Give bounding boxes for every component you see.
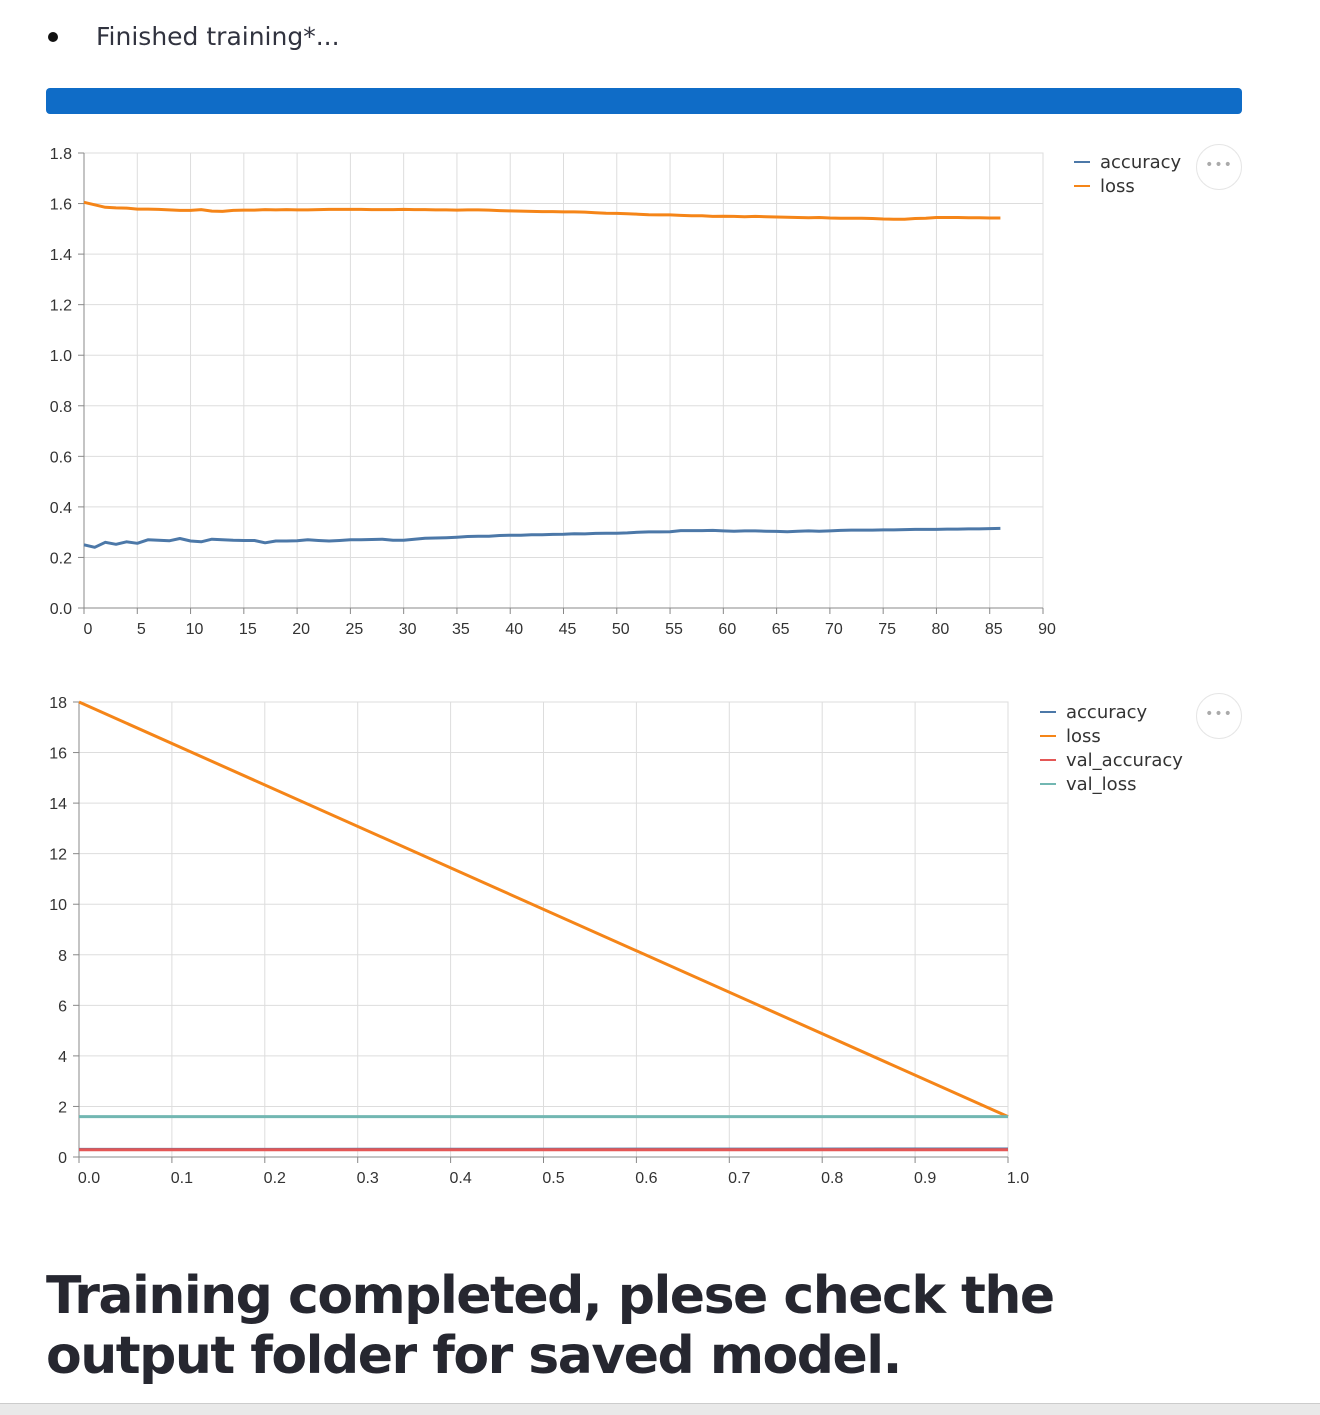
legend-label-accuracy: accuracy	[1066, 702, 1148, 723]
x-tick-label: 0.7	[728, 1170, 750, 1187]
y-tick-label: 6	[58, 998, 67, 1015]
y-tick-label: 16	[49, 746, 67, 763]
y-tick-label: 10	[49, 897, 67, 914]
x-tick-label: 0.6	[635, 1170, 657, 1187]
epoch-chart: 0.0 0.1 0.2 0.3 0.4 0.5 0.6 0.7 0.8 0.9 1.0 0 2 4 6 8 10…	[0, 0, 1320, 1220]
y-tick-label: 14	[49, 796, 67, 813]
completion-message: Training completed, plese check the outp…	[46, 1266, 1246, 1386]
y-tick-label: 8	[58, 948, 67, 965]
x-tick-label: 0.5	[542, 1170, 564, 1187]
chart-menu-button[interactable]: •••	[1196, 693, 1242, 739]
y-tick-label: 2	[58, 1099, 67, 1116]
legend-label-val_accuracy: val_accuracy	[1066, 750, 1183, 771]
x-tick-label: 0.4	[449, 1170, 471, 1187]
x-tick-label: 0.2	[264, 1170, 286, 1187]
legend-label-loss: loss	[1066, 726, 1101, 747]
x-tick-label: 1.0	[1007, 1170, 1029, 1187]
y-tick-label: 0	[58, 1150, 67, 1167]
x-tick-label: 0.8	[821, 1170, 843, 1187]
legend-label-val_loss: val_loss	[1066, 774, 1136, 795]
horizontal-scrollbar[interactable]	[0, 1403, 1320, 1415]
x-tick-label: 0.1	[171, 1170, 193, 1187]
y-tick-label: 4	[58, 1049, 67, 1066]
x-tick-label: 0.3	[357, 1170, 379, 1187]
x-tick-label: 0.0	[78, 1170, 100, 1187]
y-tick-label: 18	[49, 695, 67, 712]
y-tick-label: 12	[49, 847, 67, 864]
x-tick-label: 0.9	[914, 1170, 936, 1187]
